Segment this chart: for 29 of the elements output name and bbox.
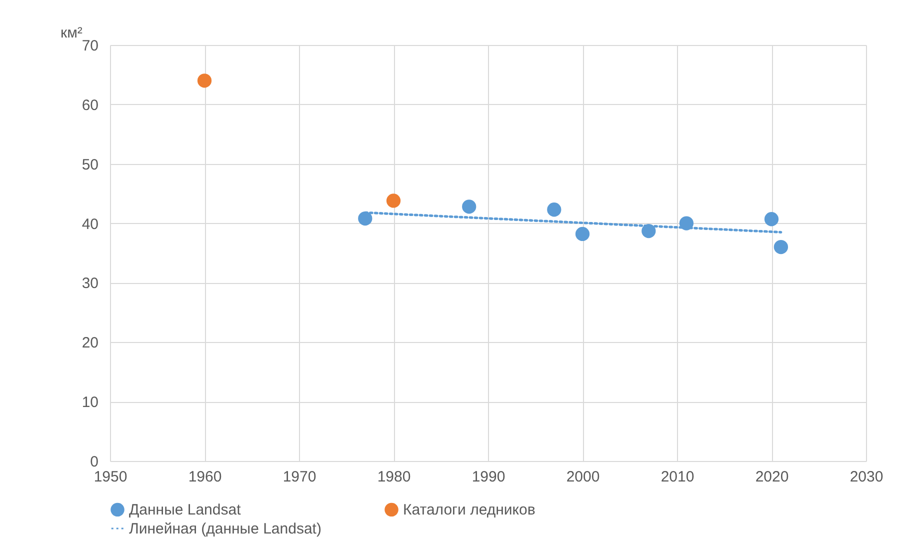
x-tick-label: 1990 bbox=[472, 468, 506, 486]
x-tick-label: 1960 bbox=[188, 468, 222, 486]
point bbox=[386, 194, 401, 208]
y-tick-label: 20 bbox=[82, 334, 98, 352]
point bbox=[774, 240, 788, 254]
point bbox=[575, 226, 590, 242]
y-tick-label: 40 bbox=[82, 216, 98, 233]
y-tick-label: 30 bbox=[82, 275, 98, 292]
y-tick-label: 60 bbox=[82, 96, 98, 114]
x-tick-label: 2000 bbox=[566, 468, 600, 486]
y-tick-label: 10 bbox=[82, 394, 98, 412]
point bbox=[764, 212, 779, 226]
point bbox=[197, 74, 212, 88]
legend-label: Каталоги ледников bbox=[403, 502, 536, 519]
x-tick-label: 2010 bbox=[660, 468, 694, 486]
x-tick-label: 1970 bbox=[282, 468, 316, 486]
point bbox=[547, 202, 562, 217]
point bbox=[358, 211, 372, 226]
legend-label: Линейная (данные Landsat) bbox=[129, 520, 322, 538]
y-axis-title: км² bbox=[60, 24, 82, 42]
x-tick-label: 1980 bbox=[377, 468, 411, 486]
x-tick-label: 2030 bbox=[850, 468, 884, 486]
point bbox=[462, 200, 476, 214]
y-tick-label: 70 bbox=[82, 38, 98, 54]
legend-label: Данные Landsat bbox=[129, 502, 242, 519]
y-tick-label: 0 bbox=[90, 454, 98, 470]
y-tick-label: 50 bbox=[82, 156, 98, 174]
x-tick-label: 2020 bbox=[755, 468, 789, 486]
x-tick-label: 1950 bbox=[94, 468, 128, 486]
